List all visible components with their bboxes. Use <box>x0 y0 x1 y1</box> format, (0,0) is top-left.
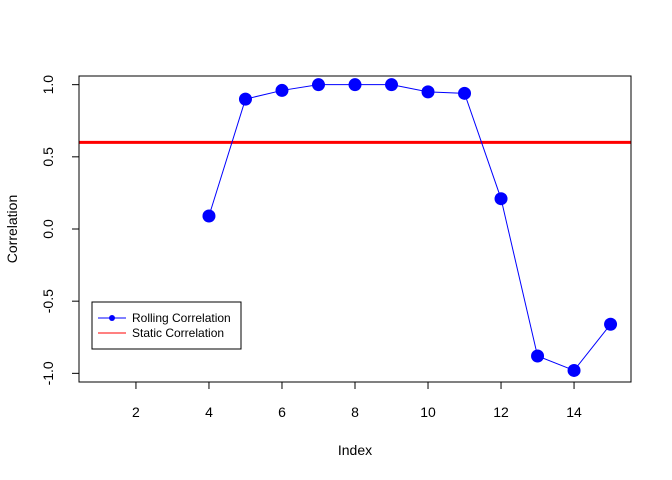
legend-label-rolling: Rolling Correlation <box>132 311 231 325</box>
x-tick-label: 6 <box>278 404 286 420</box>
legend-label-static: Static Correlation <box>132 326 224 340</box>
y-tick-label: 0.0 <box>40 219 56 239</box>
rolling-correlation-point <box>385 78 399 92</box>
rolling-correlation-point <box>238 92 252 106</box>
rolling-correlation-point <box>458 86 472 100</box>
x-tick-label: 8 <box>351 404 359 420</box>
rolling-correlation-point <box>604 317 618 331</box>
y-tick-label: 1.0 <box>40 75 56 95</box>
x-tick-label: 14 <box>566 404 582 420</box>
rolling-correlation-point <box>275 83 289 97</box>
rolling-correlation-point <box>421 85 435 99</box>
rolling-correlation-point <box>202 209 216 223</box>
legend-box <box>91 301 242 350</box>
rolling-correlation-point <box>311 78 325 92</box>
y-axis-title: Correlation <box>4 195 20 263</box>
rolling-correlation-point <box>567 363 581 377</box>
x-tick-label: 2 <box>132 404 140 420</box>
rolling-correlation-point <box>494 192 508 206</box>
y-tick-label: -1.0 <box>40 361 56 385</box>
x-axis-title: Index <box>338 442 372 458</box>
legend: Rolling Correlation Static Correlation <box>91 301 242 350</box>
y-axis: -1.0 -0.5 0.0 0.5 1.0 <box>40 75 80 385</box>
rolling-correlation-point <box>531 349 545 363</box>
x-tick-label: 12 <box>493 404 509 420</box>
x-tick-label: 4 <box>205 404 213 420</box>
legend-swatch-rolling-marker <box>109 315 115 321</box>
y-tick-label: 0.5 <box>40 147 56 167</box>
rolling-correlation-point <box>348 78 362 92</box>
rolling-correlation-layer <box>202 78 618 377</box>
x-tick-label: 10 <box>420 404 436 420</box>
x-axis: 2 4 6 8 10 12 14 <box>132 381 582 420</box>
y-tick-label: -0.5 <box>40 289 56 313</box>
